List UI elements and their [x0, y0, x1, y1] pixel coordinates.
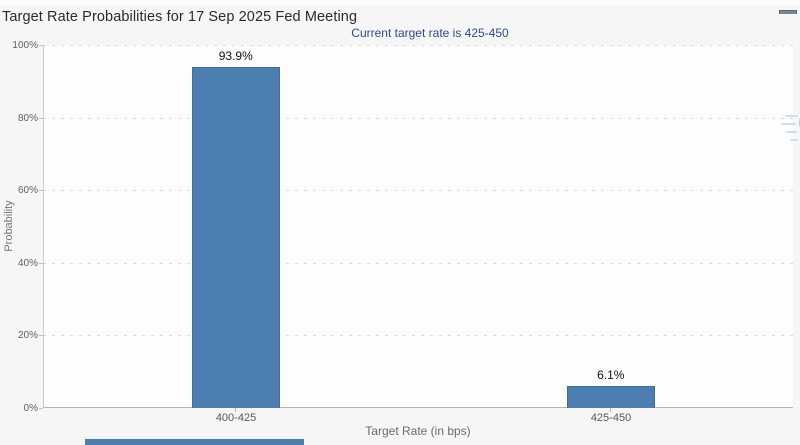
ytickmark	[39, 262, 43, 264]
bar-value-label: 6.1%	[597, 367, 625, 382]
gridline-80	[43, 117, 793, 119]
bar-425-450: 6.1%	[566, 368, 655, 408]
gridline-20	[43, 335, 793, 337]
bar-rect	[191, 67, 280, 408]
gridline-40	[43, 262, 793, 264]
ytick-80: 80%	[17, 112, 38, 124]
ytick-100: 100%	[12, 40, 38, 51]
ytick-20: 20%	[17, 330, 38, 342]
gridline-60	[43, 190, 793, 192]
bar-rect	[566, 385, 655, 408]
gridline-100	[43, 45, 793, 46]
ytickmark	[39, 45, 43, 46]
chart-title: Target Rate Probabilities for 17 Sep 202…	[2, 9, 358, 25]
x-axis-title: Target Rate (in bps)	[365, 424, 471, 438]
chart-subtitle: Current target rate is 425-450	[351, 26, 509, 40]
xtickmark	[610, 408, 611, 412]
q-letter-icon: Q	[797, 97, 800, 152]
speedline-icon	[786, 131, 797, 133]
y-axis-title: Probability	[3, 200, 15, 252]
speedline-icon	[785, 115, 798, 117]
ytickmark	[39, 117, 43, 119]
xtick-425-450: 425-450	[590, 412, 632, 424]
ytickmark	[39, 335, 43, 337]
y-axis-line	[43, 45, 44, 408]
x-axis-line	[43, 407, 793, 408]
xtick-400-425: 400-425	[215, 412, 257, 424]
plot-area: 93.9% 6.1% Q	[43, 45, 800, 408]
ytickmark	[39, 190, 43, 192]
bottom-partial-bar	[85, 439, 304, 445]
ytick-0: 0%	[23, 403, 38, 414]
speedline-icon	[781, 123, 796, 125]
speedline-icon	[790, 139, 798, 141]
ytick-40: 40%	[17, 257, 38, 269]
quikstrike-logo: Q	[781, 97, 800, 155]
ytickmark	[39, 408, 43, 409]
bar-400-425: 93.9%	[191, 49, 280, 408]
ytick-60: 60%	[17, 185, 38, 197]
bar-value-label: 93.9%	[218, 49, 253, 64]
chart-menu-button[interactable]	[779, 10, 797, 26]
xtickmark	[235, 408, 236, 412]
top-band	[0, 0, 800, 7]
